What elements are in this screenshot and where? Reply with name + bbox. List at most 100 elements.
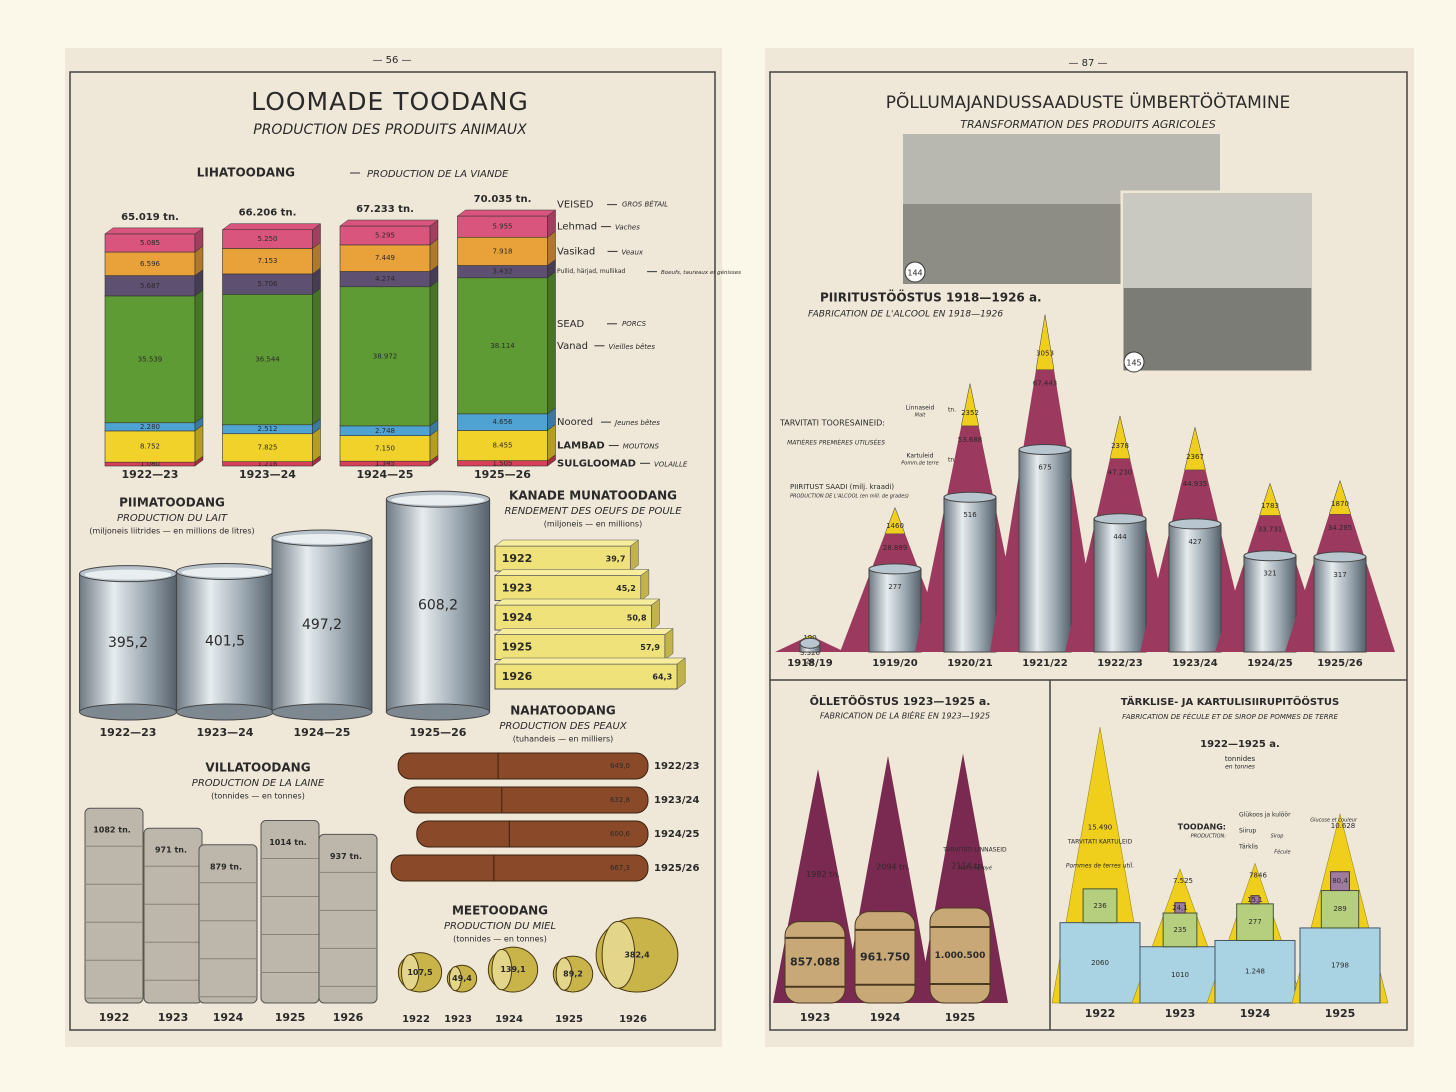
cylinder-bottom — [271, 703, 373, 721]
cube — [1139, 946, 1221, 1004]
crate-top — [494, 598, 661, 606]
legend-group-fr: PORCS — [622, 320, 647, 328]
value-label: 139,1 — [500, 965, 526, 974]
value-label: 1.000.500 — [935, 951, 986, 961]
value-label: 675 — [1038, 464, 1051, 472]
legend-label-fr: VOLAILLE — [654, 460, 688, 468]
total-label: 67.233 tn. — [356, 204, 414, 215]
legend-label-fr: Vieilles bêtes — [609, 343, 656, 351]
value-label: 7.825 — [257, 444, 277, 452]
x-tick-label: 1924—25 — [294, 726, 351, 739]
value-label: 29 — [806, 657, 815, 665]
value-label: 8.752 — [140, 443, 160, 451]
legend-label-fr: Malt employé — [958, 865, 992, 872]
value-label: 5.955 — [492, 223, 512, 231]
x-tick-label: 1925—26 — [474, 468, 531, 481]
cylinder-bottom — [385, 703, 491, 721]
bar-side-shade — [430, 238, 438, 272]
value-label: 401,5 — [205, 634, 245, 650]
value-label: 107,5 — [407, 968, 433, 977]
value-label: 632,8 — [610, 796, 630, 804]
chart-title: PIIRITUSTÖÖSTUS 1918—1926 a. — [820, 290, 1042, 305]
legend-label: Lehmad — [557, 222, 597, 233]
bar-side-shade — [547, 407, 556, 431]
chart-unit: (tonnides — en tonnes) — [453, 935, 547, 944]
category-label: 1925/26 — [654, 863, 699, 874]
value-label: 5.295 — [375, 231, 395, 239]
bar-side-shade — [312, 455, 321, 466]
bar-side-shade — [312, 267, 321, 295]
value-label: 1.505 — [492, 459, 512, 467]
value-label: 2378 — [1111, 442, 1129, 450]
value-label: 80,4 — [1332, 877, 1348, 885]
barrel-end — [491, 948, 513, 991]
left-frame — [69, 71, 716, 1031]
category-label: 1923/24 — [654, 795, 699, 806]
crate-top — [494, 569, 650, 576]
crate — [494, 663, 678, 690]
cylinder-inner — [181, 567, 269, 578]
legend-label: Pullid, härjad, mullikad — [557, 268, 626, 275]
hide — [390, 854, 649, 882]
x-tick-label: 1922 — [1085, 1007, 1116, 1020]
value-label: 24,1 — [1172, 904, 1188, 912]
bar-segment — [222, 433, 313, 462]
chart-period: 1922—1925 a. — [1200, 739, 1280, 750]
value-label: 2.512 — [257, 425, 277, 433]
bar-side-shade — [195, 269, 203, 296]
cone-tip — [961, 383, 979, 427]
cylinder-bottom — [175, 703, 275, 721]
right-frame — [769, 71, 1408, 1031]
legend-label: TARVITATI KARTULEID — [1067, 839, 1133, 846]
value-label: 7.150 — [375, 444, 395, 452]
bale — [84, 807, 144, 1004]
cone-tip — [884, 506, 906, 535]
x-tick-label: 1920/21 — [947, 658, 992, 669]
value-label: 35.539 — [138, 355, 163, 363]
value-label: 57,9 — [640, 643, 660, 652]
value-label: 1.248 — [1245, 968, 1265, 976]
bar-side-shade — [195, 289, 203, 423]
value-label: 38.972 — [373, 352, 398, 360]
x-tick-label: 1926 — [619, 1014, 647, 1025]
total-label: 66.206 tn. — [239, 208, 297, 219]
bar-side-shade — [430, 455, 438, 466]
cylinder — [1018, 449, 1072, 653]
cylinder — [79, 573, 177, 713]
value-label: 1.216 — [257, 460, 278, 468]
value-label: 600,6 — [610, 830, 631, 838]
page-title: LOOMADE TOODANG — [251, 87, 529, 116]
cylinder-bottom — [79, 703, 177, 721]
x-tick-label: 1925/26 — [1317, 658, 1362, 669]
x-tick-label: 1923 — [1165, 1007, 1196, 1020]
chart-subtitle: PRODUCTION DE LA VIANDE — [367, 169, 509, 180]
value-label: 236 — [1093, 902, 1107, 910]
page-subtitle: PRODUCTION DES PRODUITS ANIMAUX — [253, 122, 527, 138]
legend-label: Kartuleid — [907, 453, 934, 460]
value-label: 2094 tn. — [876, 863, 910, 872]
value-label: 444 — [1113, 533, 1127, 541]
x-tick-label: 1923 — [800, 1011, 831, 1024]
bar-segment — [457, 236, 548, 266]
cylinder-top — [1018, 444, 1072, 455]
cube — [1250, 895, 1260, 905]
crate-side — [651, 598, 660, 631]
legend-label-fr: Jeunes bêtes — [613, 419, 660, 427]
bar-side-shade — [430, 419, 438, 436]
bar-side-shade — [430, 220, 438, 245]
value-label: 1870 — [1331, 500, 1349, 508]
category-label: 1922/23 — [654, 761, 699, 772]
value-label: 4.274 — [375, 275, 396, 283]
chart-title: TÄRKLISE- JA KARTULISIIRUPITÖÖSTUS — [1121, 694, 1339, 708]
value-label: 45,2 — [616, 584, 636, 593]
barrel — [854, 911, 916, 1004]
x-tick-label: 1925 — [275, 1011, 306, 1024]
legend-title-fr: MATIÈRES PREMIÈRES UTILISÉES — [787, 439, 885, 447]
bar-side-shade — [312, 242, 321, 274]
bar-top — [456, 209, 557, 217]
value-label: 277 — [888, 583, 901, 591]
value-label: 1982 tn. — [806, 870, 840, 879]
total-label: 65.019 tn. — [121, 212, 179, 223]
value-label: 7.918 — [492, 247, 512, 255]
legend-unit: tn. — [948, 457, 956, 464]
